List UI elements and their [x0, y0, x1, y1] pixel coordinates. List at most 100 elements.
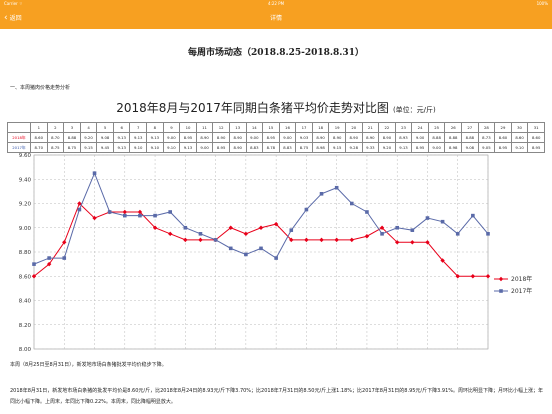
table-cell: 9.08	[96, 132, 114, 143]
table-day-cell: 24	[411, 122, 429, 133]
data-point-1	[77, 207, 82, 212]
table-cell: 8.60	[510, 132, 529, 143]
table-day-cell: 28	[477, 122, 496, 133]
data-point-1	[274, 256, 278, 260]
status-bar: Carrier ⌔ 4:22 PM 100%	[0, 0, 552, 8]
data-point-1	[47, 256, 51, 260]
legend-label: 2017年	[511, 287, 532, 295]
table-header-row: 1 2 3 4 5 6 7 8 9 10 11 12 13 14 15 16 17 18 19 20 21 22 23 24 2…	[7, 122, 545, 133]
data-point-0	[168, 231, 173, 237]
table-cell: 8.75	[46, 142, 65, 153]
y-tick-label: 9.00	[19, 226, 32, 232]
chevron-left-icon: ‹	[4, 13, 8, 23]
series-line-0	[33, 202, 488, 277]
data-point-0	[395, 240, 400, 245]
table-cell: 8.95	[179, 132, 197, 143]
battery-indicator: 100%	[536, 1, 548, 6]
chart-title-text: 2018年8月与2017年同期白条猪平均价走势对比图	[116, 101, 389, 115]
data-point-0	[455, 274, 460, 279]
table-day-cell: 22	[378, 122, 396, 133]
table-cell: 8.95	[262, 132, 280, 143]
clock: 4:22 PM	[267, 1, 285, 6]
data-point-0	[122, 209, 127, 215]
table-cell: 9.13	[129, 132, 148, 143]
summary-text: 本周（8月25日至8月31日），新发地市场白条猪批发平均价稳步下降。	[10, 362, 167, 368]
table-cell: 8.70	[46, 132, 65, 143]
table-cell: 8.60	[30, 132, 48, 143]
table-cell: 8.90	[228, 132, 247, 143]
table-cell: 8.88	[444, 132, 463, 143]
data-point-0	[319, 237, 324, 243]
article-content[interactable]: 每周市场动态（2018.8.25-2018.8.31） 一、本周猪肉价格走势分析…	[0, 29, 552, 414]
data-point-0	[46, 261, 52, 267]
data-point-1	[471, 213, 475, 218]
table-day-cell: 30	[510, 122, 529, 133]
data-point-0	[349, 237, 354, 243]
table-cell: 8.90	[344, 132, 363, 143]
data-point-1	[319, 192, 324, 196]
data-point-1	[228, 246, 233, 251]
table-cell: 9.00	[411, 132, 429, 143]
table-day-cell: 4	[79, 122, 98, 133]
data-point-1	[410, 228, 415, 232]
table-day-cell: 12	[212, 122, 230, 133]
data-point-0	[183, 237, 188, 243]
table-cell: 8.90	[311, 132, 330, 143]
table-day-cell: 23	[394, 122, 413, 133]
data-point-1	[198, 232, 203, 236]
data-point-1	[304, 207, 309, 212]
data-point-1	[425, 216, 430, 220]
data-point-0	[228, 225, 233, 230]
data-point-1	[213, 238, 218, 242]
table-row-label: 2018年	[7, 132, 31, 143]
data-point-0	[440, 258, 445, 263]
table-day-cell: 31	[527, 122, 545, 133]
table-day-cell: 27	[461, 122, 479, 133]
page-title: 每周市场动态（2018.8.25-2018.8.31）	[188, 48, 364, 58]
data-point-1	[92, 171, 97, 175]
line-chart: 8.008.208.408.608.809.009.209.409.601357…	[19, 153, 533, 353]
table-day-cell: 11	[195, 122, 214, 133]
data-point-0	[152, 225, 158, 230]
data-point-1	[153, 213, 157, 218]
back-button[interactable]: ‹ 返回	[4, 8, 22, 29]
table-day-cell: 21	[361, 122, 380, 133]
series-line-1	[33, 171, 489, 265]
data-point-1	[138, 213, 142, 218]
table-day-cell: 20	[344, 122, 363, 133]
table-cell: 8.90	[212, 132, 230, 143]
table-row-label: 2017年	[7, 142, 31, 153]
table-cell: 8.90	[361, 132, 380, 143]
table-cell: 8.88	[427, 132, 446, 143]
data-point-1	[183, 225, 188, 230]
data-point-1	[168, 210, 172, 214]
y-tick-label: 8.00	[19, 347, 32, 353]
table-cell: 9.20	[79, 132, 98, 143]
data-point-0	[31, 274, 37, 279]
table-cell: 8.88	[461, 132, 479, 143]
nav-title: 详情	[269, 15, 282, 22]
table-cell: 9.00	[245, 132, 264, 143]
table-cell: 8.95	[527, 142, 545, 153]
y-tick-label: 8.40	[19, 299, 32, 305]
data-point-1	[365, 210, 369, 214]
table-day-cell: 18	[311, 122, 330, 133]
table-cell: 8.60	[527, 132, 545, 143]
table-cell: 9.13	[112, 132, 131, 143]
table-corner-cell	[7, 122, 31, 133]
table-cell: 8.93	[394, 132, 413, 143]
data-point-0	[410, 240, 415, 245]
data-point-0	[304, 237, 309, 243]
table-row: 2017年 8.70 8.75 8.75 9.15 9.45 9.13 9.10 9.10 9.1…	[7, 142, 545, 153]
table-day-cell: 25	[427, 122, 446, 133]
table-day-cell: 9	[162, 122, 181, 133]
y-tick-label: 9.20	[19, 202, 32, 208]
carrier-label: Carrier ⌔	[4, 1, 23, 6]
legend-label: 2018年	[511, 275, 532, 283]
data-point-1	[107, 210, 112, 214]
y-tick-label: 8.60	[19, 274, 32, 280]
data-point-1	[380, 232, 384, 236]
chart-unit: (单位：元/斤)	[392, 106, 436, 114]
table-cell: 8.90	[378, 132, 396, 143]
table-day-cell: 19	[328, 122, 346, 133]
